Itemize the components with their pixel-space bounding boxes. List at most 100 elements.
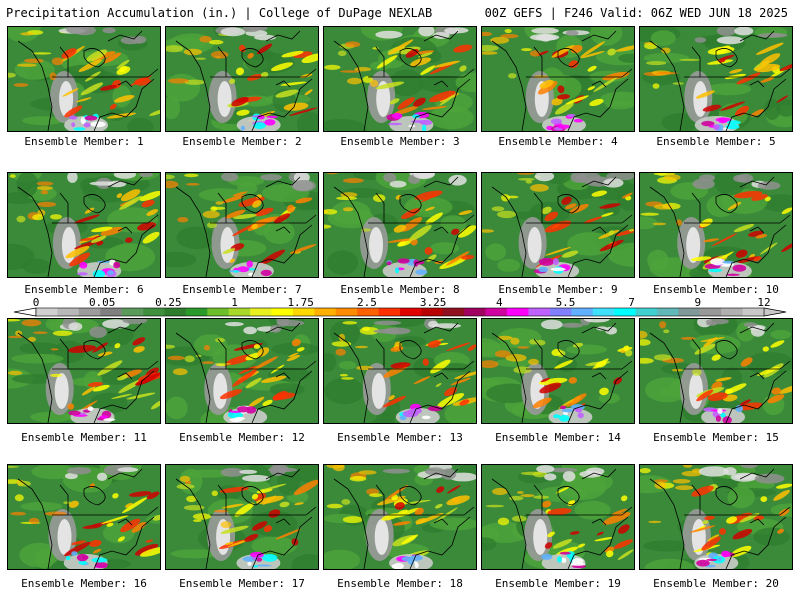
- colorbar-tick-label: 4: [496, 296, 503, 309]
- precip-map: [166, 27, 318, 131]
- colorbar-arrow-left: [13, 307, 37, 317]
- colorbar-swatch: [678, 308, 701, 316]
- member-map-19: [481, 464, 635, 570]
- colorbar-swatch: [485, 308, 508, 316]
- precip-map: [324, 27, 476, 131]
- colorbar-swatch: [528, 308, 551, 316]
- colorbar-swatch: [549, 308, 572, 316]
- member-map-13: [323, 318, 477, 424]
- member-map-1: [7, 26, 161, 132]
- member-map-16: [7, 464, 161, 570]
- member-label-6: Ensemble Member: 6: [24, 283, 144, 296]
- member-map-15: [639, 318, 793, 424]
- member-label-9: Ensemble Member: 9: [498, 283, 618, 296]
- member-label-3: Ensemble Member: 3: [340, 135, 460, 148]
- colorbar-tick-label: 7: [628, 296, 635, 309]
- member-map-7: [165, 172, 319, 278]
- member-map-18: [323, 464, 477, 570]
- colorbar-tick-label: 3.25: [420, 296, 447, 309]
- colorbar-swatch: [592, 308, 615, 316]
- colorbar-swatch: [143, 308, 165, 316]
- member-label-13: Ensemble Member: 13: [337, 431, 463, 444]
- precip-map: [640, 319, 792, 423]
- member-map-4: [481, 26, 635, 132]
- member-label-16: Ensemble Member: 16: [21, 577, 147, 590]
- colorbar-swatch: [378, 308, 401, 316]
- member-map-8: [323, 172, 477, 278]
- member-map-5: [639, 26, 793, 132]
- colorbar-swatch: [207, 308, 229, 316]
- member-map-14: [481, 318, 635, 424]
- colorbar-tick-label: 2.5: [357, 296, 377, 309]
- member-map-3: [323, 26, 477, 132]
- colorbar-tick-label: 0.25: [155, 296, 182, 309]
- precip-map: [482, 465, 634, 569]
- precip-map: [8, 319, 160, 423]
- member-label-15: Ensemble Member: 15: [653, 431, 779, 444]
- colorbar-swatch: [507, 308, 529, 316]
- colorbar-tick-label: 0: [33, 296, 40, 309]
- precip-map: [324, 465, 476, 569]
- member-map-6: [7, 172, 161, 278]
- precip-map: [324, 319, 476, 423]
- colorbar-swatch: [464, 308, 486, 316]
- member-label-1: Ensemble Member: 1: [24, 135, 144, 148]
- precip-map: [8, 27, 160, 131]
- colorbar-swatch: [400, 308, 422, 316]
- colorbar-swatch: [442, 308, 465, 316]
- member-map-17: [165, 464, 319, 570]
- colorbar-tick-label: 0.05: [89, 296, 116, 309]
- colorbar-swatch: [250, 308, 272, 316]
- run-info: 00Z GEFS | F246 Valid: 06Z WED JUN 18 20…: [484, 6, 788, 20]
- precip-map: [640, 465, 792, 569]
- colorbar-tick-label: 5.5: [556, 296, 576, 309]
- colorbar-swatch: [742, 308, 765, 316]
- precip-map: [8, 173, 160, 277]
- colorbar-swatch: [571, 308, 593, 316]
- colorbar-arrow-right: [763, 307, 787, 317]
- precip-map: [482, 27, 634, 131]
- precip-map: [482, 173, 634, 277]
- precipitation-colorbar: 0 0.05 0.25 1 1.75 2.5 3.25 4 5.5 7 9 12: [0, 296, 800, 318]
- member-label-19: Ensemble Member: 19: [495, 577, 621, 590]
- colorbar-tick-label: 1.75: [287, 296, 314, 309]
- precip-map: [166, 465, 318, 569]
- member-label-4: Ensemble Member: 4: [498, 135, 618, 148]
- member-label-18: Ensemble Member: 18: [337, 577, 463, 590]
- precip-map: [8, 465, 160, 569]
- precip-map: [640, 27, 792, 131]
- colorbar-tick-label: 1: [231, 296, 238, 309]
- member-label-11: Ensemble Member: 11: [21, 431, 147, 444]
- member-map-12: [165, 318, 319, 424]
- page-title: Precipitation Accumulation (in.) | Colle…: [6, 6, 433, 20]
- colorbar-swatch: [100, 308, 122, 316]
- colorbar-swatch: [78, 308, 101, 316]
- colorbar-swatch: [57, 308, 80, 316]
- member-map-20: [639, 464, 793, 570]
- colorbar-swatch: [228, 308, 251, 316]
- member-label-14: Ensemble Member: 14: [495, 431, 621, 444]
- colorbar-swatch: [421, 308, 444, 316]
- colorbar-swatch: [185, 308, 208, 316]
- member-label-10: Ensemble Member: 10: [653, 283, 779, 296]
- colorbar-swatch: [121, 308, 144, 316]
- colorbar-swatch: [314, 308, 337, 316]
- member-label-17: Ensemble Member: 17: [179, 577, 305, 590]
- colorbar-tick-label: 12: [757, 296, 770, 309]
- member-map-10: [639, 172, 793, 278]
- colorbar-swatch: [292, 308, 315, 316]
- colorbar-swatch: [614, 308, 636, 316]
- colorbar-swatch: [721, 308, 743, 316]
- member-map-11: [7, 318, 161, 424]
- colorbar-swatch: [335, 308, 358, 316]
- colorbar-swatch: [656, 308, 679, 316]
- precip-map: [166, 319, 318, 423]
- colorbar-swatch: [36, 308, 58, 316]
- member-label-5: Ensemble Member: 5: [656, 135, 776, 148]
- member-map-2: [165, 26, 319, 132]
- colorbar-swatch: [357, 308, 379, 316]
- colorbar-swatch: [271, 308, 294, 316]
- member-label-7: Ensemble Member: 7: [182, 283, 302, 296]
- member-label-12: Ensemble Member: 12: [179, 431, 305, 444]
- member-label-20: Ensemble Member: 20: [653, 577, 779, 590]
